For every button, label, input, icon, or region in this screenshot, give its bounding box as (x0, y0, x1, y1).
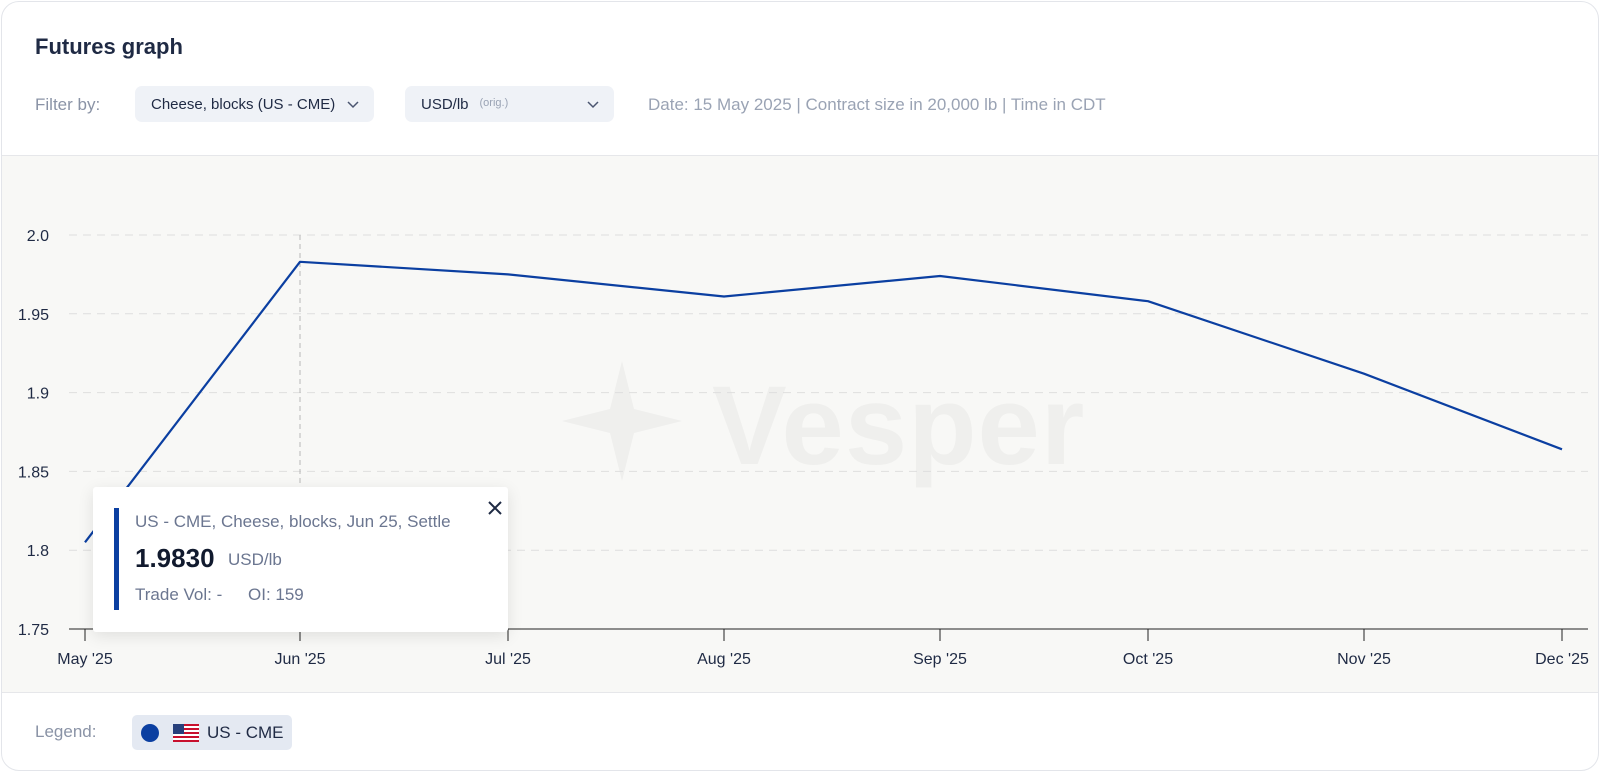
x-tick-label: Sep '25 (913, 651, 967, 668)
tooltip-unit: USD/lb (228, 550, 282, 569)
product-select[interactable]: Cheese, blocks (US - CME) (135, 86, 374, 122)
us-flag-icon (173, 723, 199, 742)
x-tick-label: Jun '25 (274, 651, 325, 668)
unit-select-value: USD/lb (421, 95, 469, 113)
legend-item-us-cme[interactable]: US - CME (132, 715, 292, 750)
tooltip-series-bar (114, 508, 119, 610)
product-select-value: Cheese, blocks (US - CME) (151, 95, 336, 113)
x-tick-label: Oct '25 (1123, 651, 1173, 668)
y-tick-label: 1.95 (18, 307, 49, 324)
x-tick-label: Aug '25 (697, 651, 751, 668)
tooltip-trade-vol: Trade Vol: - (135, 585, 223, 604)
close-icon[interactable] (486, 499, 504, 517)
page-title: Futures graph (35, 34, 183, 59)
unit-select[interactable]: USD/lb (orig.) (405, 86, 614, 122)
tooltip-oi: OI: 159 (248, 585, 304, 604)
x-tick-label: May '25 (57, 651, 113, 668)
chart-area: Vesper 1.75 1.8 1.85 1.9 1.95 2.0 May '25 Jun '… (2, 155, 1598, 693)
x-tick-label: Jul '25 (485, 651, 531, 668)
y-tick-label: 1.8 (27, 543, 49, 560)
x-tick-label: Nov '25 (1337, 651, 1391, 668)
y-tick-label: 1.85 (18, 464, 49, 481)
chevron-down-icon (347, 101, 359, 109)
legend-label: Legend: (35, 722, 97, 741)
x-tick-label: Dec '25 (1535, 651, 1589, 668)
series-line-0 (84, 260, 1563, 543)
y-tick-label: 1.75 (18, 622, 49, 639)
y-tick-label: 1.9 (27, 386, 49, 403)
legend-item-label: US - CME (207, 722, 284, 742)
tooltip-value: 1.9830 (135, 543, 215, 573)
tooltip-header: US - CME, Cheese, blocks, Jun 25, Settle (135, 512, 451, 531)
series-color-dot (141, 723, 159, 742)
data-tooltip: US - CME, Cheese, blocks, Jun 25, Settle… (93, 487, 508, 632)
chevron-down-icon (587, 101, 599, 109)
unit-select-tag: (orig.) (479, 96, 509, 109)
y-tick-label: 2.0 (27, 228, 49, 245)
contract-meta: Date: 15 May 2025 | Contract size in 20,… (648, 95, 1106, 114)
filter-label: Filter by: (35, 95, 101, 114)
